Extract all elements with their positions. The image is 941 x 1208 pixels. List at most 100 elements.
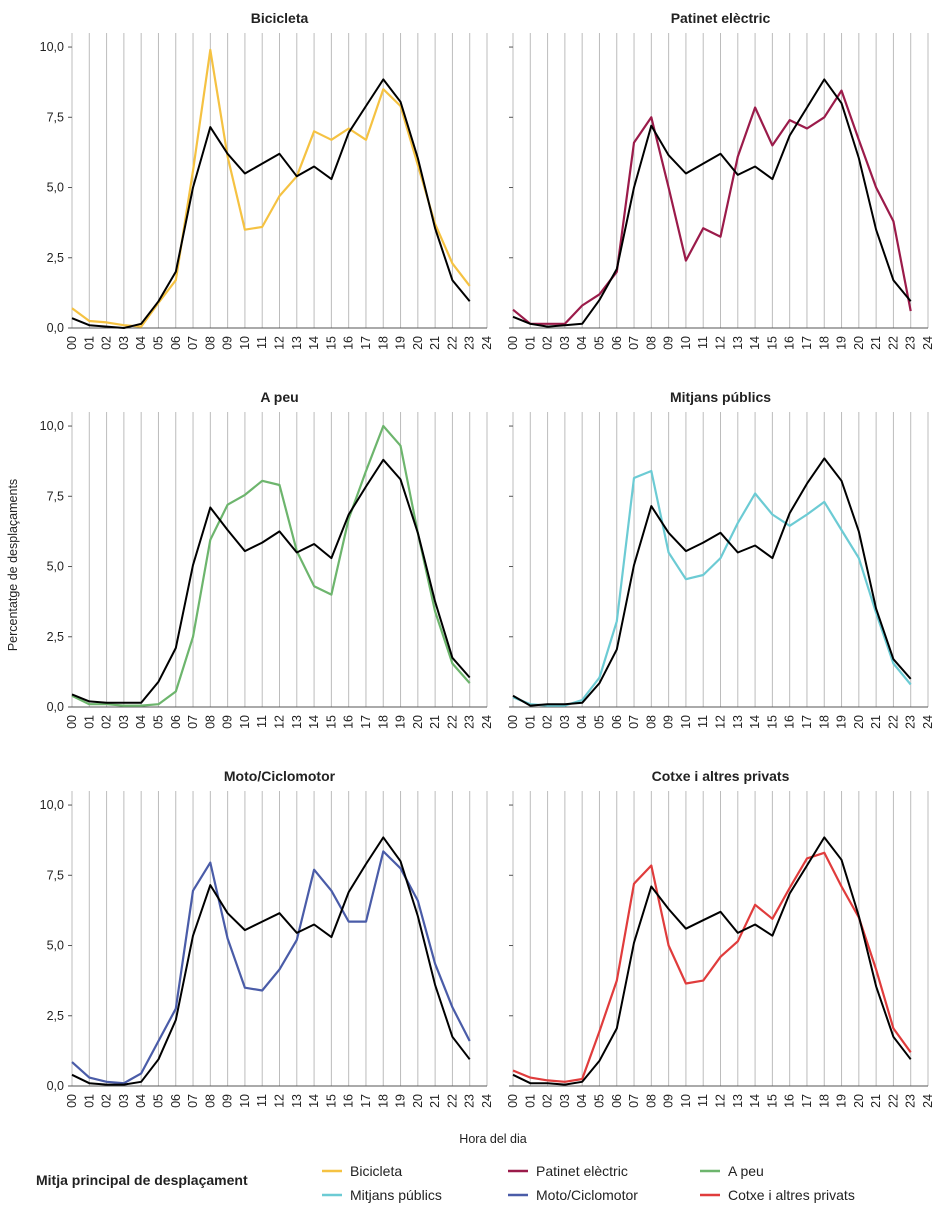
chart-panel: A peu 0,0 2,5 5,0 7,5 10,0 00 01 02 03 04 05 06 07 08 0…	[40, 389, 494, 729]
x-tick-label: 12	[714, 715, 728, 729]
series-line	[512, 851, 912, 1083]
total-line	[512, 836, 912, 1086]
x-tick-label: 15	[324, 715, 338, 729]
x-tick-label: 00	[65, 715, 79, 729]
y-tick-label: 5,0	[47, 560, 64, 574]
x-tick-label: 04	[575, 336, 589, 350]
x-tick-label: 21	[869, 715, 883, 729]
legend-item-label: Cotxe i altres privats	[728, 1187, 855, 1203]
legend: Mitja principal de desplaçament Biciclet…	[36, 1163, 855, 1203]
y-tick-label: 0,0	[47, 700, 64, 714]
x-axis-title: Hora del dia	[459, 1132, 526, 1146]
x-tick-label: 00	[65, 336, 79, 350]
x-tick-label: 19	[835, 336, 849, 350]
chart-panel: Patinet elèctric 00 01 02 03 04 05 06 07 08 09 10 11…	[506, 10, 935, 350]
x-tick-label: 20	[852, 336, 866, 350]
x-tick-label: 13	[290, 715, 304, 729]
x-tick-label: 12	[273, 1094, 287, 1108]
x-tick-label: 09	[662, 1094, 676, 1108]
x-tick-label: 04	[134, 336, 148, 350]
x-tick-label: 18	[376, 715, 390, 729]
y-tick-label: 5,0	[47, 181, 64, 195]
x-tick-label: 16	[783, 715, 797, 729]
x-tick-label: 23	[463, 715, 477, 729]
x-tick-label: 05	[151, 1094, 165, 1108]
x-tick-label: 21	[869, 336, 883, 350]
x-tick-label: 03	[558, 336, 572, 350]
x-tick-label: 17	[800, 715, 814, 729]
x-tick-label: 03	[558, 1094, 572, 1108]
x-tick-label: 12	[714, 1094, 728, 1108]
x-tick-label: 24	[480, 1094, 494, 1108]
x-tick-label: 21	[428, 1094, 442, 1108]
x-tick-label: 08	[644, 336, 658, 350]
x-tick-label: 20	[411, 1094, 425, 1108]
legend-item-label: A peu	[728, 1163, 764, 1179]
series-line	[71, 850, 471, 1085]
x-tick-label: 05	[151, 715, 165, 729]
x-tick-label: 13	[290, 336, 304, 350]
x-tick-label: 15	[324, 336, 338, 350]
x-tick-label: 24	[921, 336, 935, 350]
x-tick-label: 06	[610, 1094, 624, 1108]
x-tick-label: 22	[886, 715, 900, 729]
x-tick-label: 06	[610, 715, 624, 729]
panel-title: A peu	[260, 389, 298, 405]
x-tick-label: 00	[506, 336, 520, 350]
x-tick-label: 08	[644, 1094, 658, 1108]
x-tick-label: 11	[255, 715, 269, 728]
x-tick-label: 17	[800, 336, 814, 350]
x-tick-label: 08	[644, 715, 658, 729]
x-tick-label: 04	[575, 715, 589, 729]
x-tick-label: 20	[852, 715, 866, 729]
x-tick-label: 10	[679, 1094, 693, 1108]
x-tick-label: 14	[307, 715, 321, 729]
x-tick-label: 11	[255, 1094, 269, 1107]
legend-item-label: Mitjans públics	[350, 1187, 442, 1203]
x-tick-label: 07	[627, 1094, 641, 1108]
x-tick-label: 03	[558, 715, 572, 729]
x-tick-label: 23	[904, 715, 918, 729]
x-tick-label: 22	[445, 715, 459, 729]
x-tick-label: 19	[394, 715, 408, 729]
x-tick-label: 15	[765, 715, 779, 729]
x-tick-label: 22	[445, 336, 459, 350]
series-line	[71, 48, 471, 328]
x-tick-label: 09	[221, 336, 235, 350]
x-tick-label: 17	[800, 1094, 814, 1108]
legend-item-label: Moto/Ciclomotor	[536, 1187, 638, 1203]
y-tick-label: 2,5	[47, 251, 64, 265]
x-tick-label: 16	[783, 1094, 797, 1108]
x-tick-label: 16	[342, 336, 356, 350]
x-tick-label: 00	[506, 1094, 520, 1108]
x-tick-label: 24	[921, 715, 935, 729]
x-tick-label: 21	[869, 1094, 883, 1108]
y-tick-label: 7,5	[47, 489, 64, 503]
x-tick-label: 00	[506, 715, 520, 729]
x-tick-label: 18	[376, 336, 390, 350]
x-tick-label: 02	[100, 336, 114, 350]
x-tick-label: 06	[169, 1094, 183, 1108]
x-tick-label: 06	[169, 336, 183, 350]
total-line	[71, 458, 471, 704]
x-tick-label: 03	[117, 336, 131, 350]
x-tick-label: 15	[324, 1094, 338, 1108]
x-tick-label: 24	[480, 715, 494, 729]
x-tick-label: 23	[463, 336, 477, 350]
total-line	[71, 836, 471, 1086]
x-tick-label: 04	[134, 715, 148, 729]
x-tick-label: 01	[523, 1094, 537, 1108]
x-tick-label: 19	[394, 336, 408, 350]
total-line	[512, 457, 912, 707]
x-tick-label: 16	[342, 1094, 356, 1108]
y-tick-label: 5,0	[47, 939, 64, 953]
x-tick-label: 08	[203, 715, 217, 729]
panel-title: Patinet elèctric	[671, 10, 771, 26]
x-tick-label: 10	[238, 715, 252, 729]
y-tick-label: 2,5	[47, 1009, 64, 1023]
x-tick-label: 17	[359, 1094, 373, 1108]
x-tick-label: 01	[523, 715, 537, 729]
panel-title: Moto/Ciclomotor	[224, 768, 336, 784]
x-tick-label: 13	[731, 1094, 745, 1108]
